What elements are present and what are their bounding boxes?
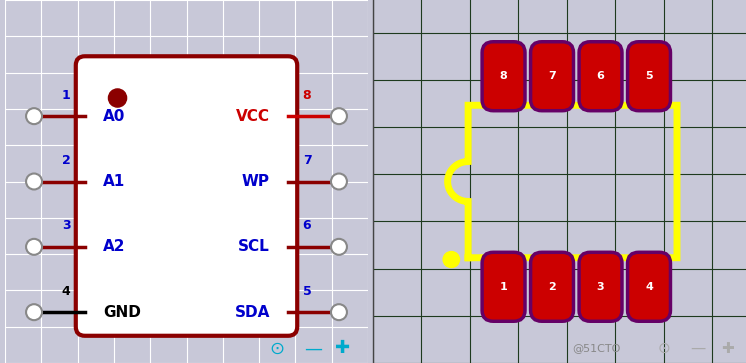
Text: VCC: VCC — [236, 109, 270, 124]
Circle shape — [26, 239, 42, 255]
FancyBboxPatch shape — [482, 42, 525, 111]
Text: ⊙: ⊙ — [270, 339, 285, 358]
Text: GND: GND — [103, 305, 141, 320]
FancyBboxPatch shape — [627, 42, 671, 111]
Text: WP: WP — [242, 174, 270, 189]
Text: 5: 5 — [645, 71, 653, 81]
Circle shape — [26, 174, 42, 189]
Text: 4: 4 — [62, 285, 70, 298]
Text: —: — — [690, 341, 705, 356]
Text: 5: 5 — [303, 285, 311, 298]
Circle shape — [331, 108, 347, 124]
FancyBboxPatch shape — [579, 42, 622, 111]
FancyBboxPatch shape — [482, 252, 525, 321]
Circle shape — [331, 304, 347, 320]
Text: 7: 7 — [303, 154, 311, 167]
Circle shape — [443, 252, 460, 268]
FancyBboxPatch shape — [76, 56, 297, 336]
Text: SDA: SDA — [234, 305, 270, 320]
Text: 1: 1 — [62, 89, 70, 102]
Text: 7: 7 — [548, 71, 556, 81]
Text: 6: 6 — [597, 71, 604, 81]
Circle shape — [108, 89, 127, 107]
Text: 3: 3 — [62, 219, 70, 232]
Text: 2: 2 — [62, 154, 70, 167]
Text: A1: A1 — [103, 174, 125, 189]
Text: 6: 6 — [303, 219, 311, 232]
Text: 8: 8 — [500, 71, 507, 81]
FancyBboxPatch shape — [627, 252, 671, 321]
Text: ✚: ✚ — [721, 341, 734, 356]
Text: ✚: ✚ — [335, 339, 350, 358]
Circle shape — [331, 239, 347, 255]
Text: 1: 1 — [500, 282, 507, 292]
FancyBboxPatch shape — [530, 252, 574, 321]
Text: 2: 2 — [548, 282, 556, 292]
FancyBboxPatch shape — [579, 252, 622, 321]
Circle shape — [26, 108, 42, 124]
Text: —: — — [304, 339, 322, 358]
Text: 8: 8 — [303, 89, 311, 102]
Text: 3: 3 — [597, 282, 604, 292]
Circle shape — [26, 304, 42, 320]
Text: 4: 4 — [645, 282, 653, 292]
Text: SCL: SCL — [238, 239, 270, 254]
Text: A0: A0 — [103, 109, 125, 124]
Text: @51CTO: @51CTO — [573, 343, 621, 354]
Circle shape — [331, 174, 347, 189]
Text: A2: A2 — [103, 239, 125, 254]
FancyBboxPatch shape — [530, 42, 574, 111]
Text: ⊙: ⊙ — [657, 341, 671, 356]
